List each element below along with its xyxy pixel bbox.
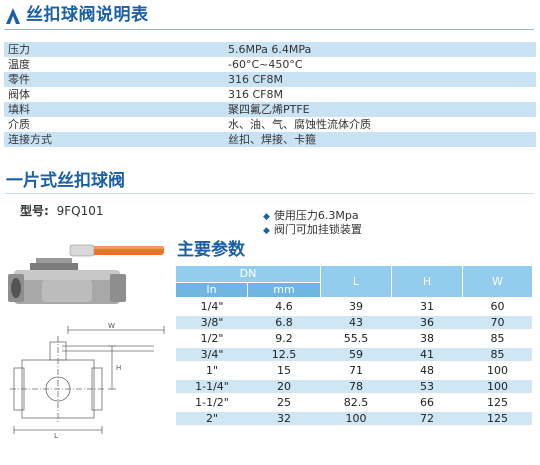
spec-value: 316 CF8M	[228, 88, 283, 101]
col-header-h: H	[392, 266, 462, 297]
cell-in: 2"	[205, 412, 219, 425]
model-label: 型号:	[20, 204, 49, 218]
header-logo-icon	[6, 8, 20, 24]
col-header-in: In	[176, 283, 247, 297]
table-row: 3/8" 6.8 43 36 70	[176, 316, 532, 329]
spec-row: 阀体 316 CF8M	[4, 87, 536, 102]
table-row: 3/4" 12.5 59 41 85	[176, 348, 532, 361]
cell-in: 3/4"	[200, 348, 224, 361]
header-divider	[4, 29, 534, 30]
cell-l: 78	[349, 380, 363, 393]
cell-mm: 6.8	[275, 316, 293, 329]
cell-w: 125	[487, 412, 508, 425]
cell-w: 125	[487, 396, 508, 409]
cell-h: 36	[420, 316, 434, 329]
cell-h: 53	[420, 380, 434, 393]
cell-w: 100	[487, 380, 508, 393]
cell-mm: 12.5	[271, 348, 297, 361]
spec-key: 填料	[8, 103, 30, 116]
section-divider	[4, 193, 534, 194]
cell-in: 1"	[205, 364, 219, 377]
col-header-mm: mm	[248, 283, 320, 297]
cell-l: 100	[345, 412, 367, 425]
spec-key: 阀体	[8, 88, 30, 101]
cell-w: 85	[490, 332, 505, 345]
spec-key: 温度	[8, 58, 30, 71]
cell-w: 70	[490, 316, 505, 329]
col-header-l: L	[321, 266, 391, 297]
cell-h: 31	[420, 300, 434, 313]
table-row: 1" 15 71 48 100	[176, 364, 532, 377]
table-row: 2" 32 100 72 125	[176, 412, 532, 425]
diamond-bullet-icon: ◆	[263, 212, 270, 222]
cell-l: 59	[349, 348, 363, 361]
table-row: 1-1/4" 20 78 53 100	[176, 380, 532, 393]
cell-mm: 15	[277, 364, 291, 377]
spec-value: 316 CF8M	[228, 73, 283, 86]
spec-row: 零件 316 CF8M	[4, 72, 536, 87]
cell-w: 85	[490, 348, 505, 361]
cell-mm: 32	[277, 412, 291, 425]
feature-item: ◆ 使用压力6.3Mpa	[263, 209, 359, 224]
spec-table: 压力 5.6MPa 6.4MPa 温度 -60°C~450°C 零件 316 CF8M…	[4, 42, 536, 147]
drawing-label-w: W	[108, 322, 115, 330]
table-row: 1-1/2" 25 82.5 66 125	[176, 396, 532, 409]
table-row: 1/4" 4.6 39 31 60	[176, 300, 532, 313]
spec-row: 温度 -60°C~450°C	[4, 57, 536, 72]
spec-row: 介质 水、油、气、腐蚀性流体介质	[4, 117, 536, 132]
spec-key: 介质	[8, 118, 30, 131]
cell-l: 71	[349, 364, 363, 377]
spec-value: -60°C~450°C	[228, 58, 303, 71]
spec-value: 5.6MPa 6.4MPa	[228, 43, 312, 56]
spec-value: 聚四氟乙烯PTFE	[228, 103, 310, 116]
model-value: 9FQ101	[56, 204, 104, 218]
page-title: 丝扣球阀说明表	[26, 5, 149, 25]
cell-in: 1/2"	[200, 332, 224, 345]
col-header-w: W	[463, 266, 532, 297]
col-header-dn: DN	[176, 266, 320, 282]
cell-in: 1/4"	[200, 300, 224, 313]
feature-text: 阀门可加挂锁装置	[273, 223, 362, 236]
diamond-bullet-icon: ◆	[263, 226, 270, 236]
cell-h: 38	[420, 332, 434, 345]
cell-l: 82.5	[343, 396, 369, 409]
spec-key: 零件	[8, 73, 30, 86]
spec-row: 压力 5.6MPa 6.4MPa	[4, 42, 536, 57]
feature-item: ◆ 阀门可加挂锁装置	[263, 223, 362, 238]
cell-w: 100	[487, 364, 508, 377]
cell-l: 43	[349, 316, 363, 329]
feature-text: 使用压力6.3Mpa	[273, 209, 359, 222]
cell-h: 72	[420, 412, 434, 425]
spec-key: 压力	[8, 43, 30, 56]
section-title: 一片式丝扣球阀	[6, 171, 125, 191]
cell-mm: 25	[277, 396, 291, 409]
parameter-table: DN In mm L H W 1/4" 4.6 39 31 60 3/8" 6.…	[176, 266, 532, 425]
spec-value: 丝扣、焊接、卡箍	[228, 133, 316, 146]
drawing-label-l: L	[54, 432, 58, 440]
ball-valve-photo	[8, 244, 164, 304]
cell-in: 1-1/4"	[195, 380, 229, 393]
spec-row: 填料 聚四氟乙烯PTFE	[4, 102, 536, 117]
drawing-label-h: H	[116, 364, 121, 372]
params-title: 主要参数	[177, 240, 245, 260]
cell-in: 3/8"	[200, 316, 224, 329]
cell-h: 48	[420, 364, 434, 377]
cell-in: 1-1/2"	[195, 396, 229, 409]
model-number: 型号: 9FQ101	[20, 204, 104, 218]
cell-l: 39	[349, 300, 363, 313]
cell-h: 41	[420, 348, 434, 361]
spec-value: 水、油、气、腐蚀性流体介质	[228, 118, 371, 131]
cell-w: 60	[490, 300, 505, 313]
cell-mm: 20	[277, 380, 291, 393]
spec-key: 连接方式	[8, 133, 52, 146]
cell-l: 55.5	[343, 332, 369, 345]
valve-technical-drawing: W H L	[10, 322, 165, 440]
cell-mm: 9.2	[275, 332, 293, 345]
cell-mm: 4.6	[275, 300, 293, 313]
cell-h: 66	[420, 396, 434, 409]
table-row: 1/2" 9.2 55.5 38 85	[176, 332, 532, 345]
spec-row: 连接方式 丝扣、焊接、卡箍	[4, 132, 536, 147]
